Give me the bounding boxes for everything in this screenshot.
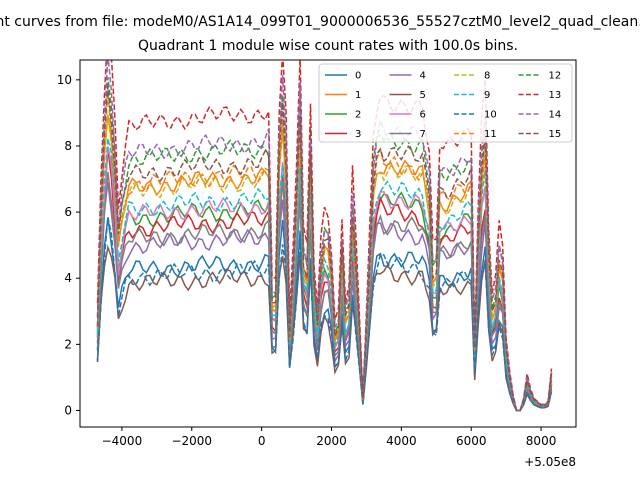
x-tick-label: 6000 bbox=[456, 434, 487, 448]
legend-label-4: 4 bbox=[420, 71, 426, 82]
series-line-14 bbox=[96, 60, 553, 412]
x-tick-label: 8000 bbox=[526, 434, 557, 448]
legend-label-14: 14 bbox=[549, 110, 562, 121]
series-line-10 bbox=[96, 217, 553, 412]
series-line-3 bbox=[96, 148, 553, 412]
legend-label-5: 5 bbox=[420, 90, 426, 101]
legend-label-6: 6 bbox=[420, 110, 426, 121]
axes-frame bbox=[79, 59, 577, 428]
figure-suptitle: Light curves from file: modeM0/AS1A14_09… bbox=[0, 14, 640, 30]
legend-label-12: 12 bbox=[549, 71, 562, 82]
legend-label-8: 8 bbox=[484, 71, 490, 82]
x-tick-label: 2000 bbox=[316, 434, 347, 448]
legend-label-13: 13 bbox=[549, 90, 562, 101]
legend-box bbox=[318, 63, 573, 143]
x-tick-label: 4000 bbox=[386, 434, 417, 448]
plot-lines bbox=[96, 60, 553, 412]
x-tick-label: −4000 bbox=[102, 434, 143, 448]
legend-label-10: 10 bbox=[484, 110, 497, 121]
x-tick-label: 0 bbox=[258, 434, 266, 448]
legend-label-2: 2 bbox=[355, 110, 361, 121]
y-tick-label: 8 bbox=[64, 139, 72, 153]
legend-label-15: 15 bbox=[549, 129, 562, 140]
legend-label-11: 11 bbox=[484, 129, 497, 140]
y-tick-label: 6 bbox=[64, 205, 72, 219]
legend-label-0: 0 bbox=[355, 71, 361, 82]
legend-label-7: 7 bbox=[420, 129, 426, 140]
y-axis: 0 2 4 6 8 10 bbox=[57, 73, 80, 417]
legend-label-1: 1 bbox=[355, 90, 361, 101]
y-tick-label: 4 bbox=[64, 271, 72, 285]
x-offset-label: +5.05e8 bbox=[524, 455, 576, 469]
y-tick-label: 10 bbox=[57, 73, 72, 87]
series-line-15 bbox=[96, 85, 553, 412]
y-tick-label: 0 bbox=[64, 403, 72, 417]
x-tick-label: −2000 bbox=[171, 434, 212, 448]
x-axis: −4000 −2000 0 2000 4000 6000 8000 bbox=[102, 427, 557, 448]
legend-label-3: 3 bbox=[355, 129, 361, 140]
chart-title: Quadrant 1 module wise count rates with … bbox=[138, 38, 518, 54]
y-tick-label: 2 bbox=[64, 337, 72, 351]
legend-label-9: 9 bbox=[484, 90, 490, 101]
